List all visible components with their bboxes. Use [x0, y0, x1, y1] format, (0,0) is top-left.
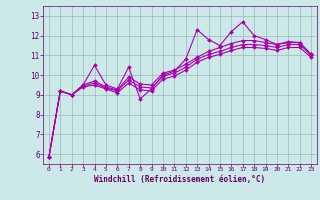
X-axis label: Windchill (Refroidissement éolien,°C): Windchill (Refroidissement éolien,°C): [94, 175, 266, 184]
